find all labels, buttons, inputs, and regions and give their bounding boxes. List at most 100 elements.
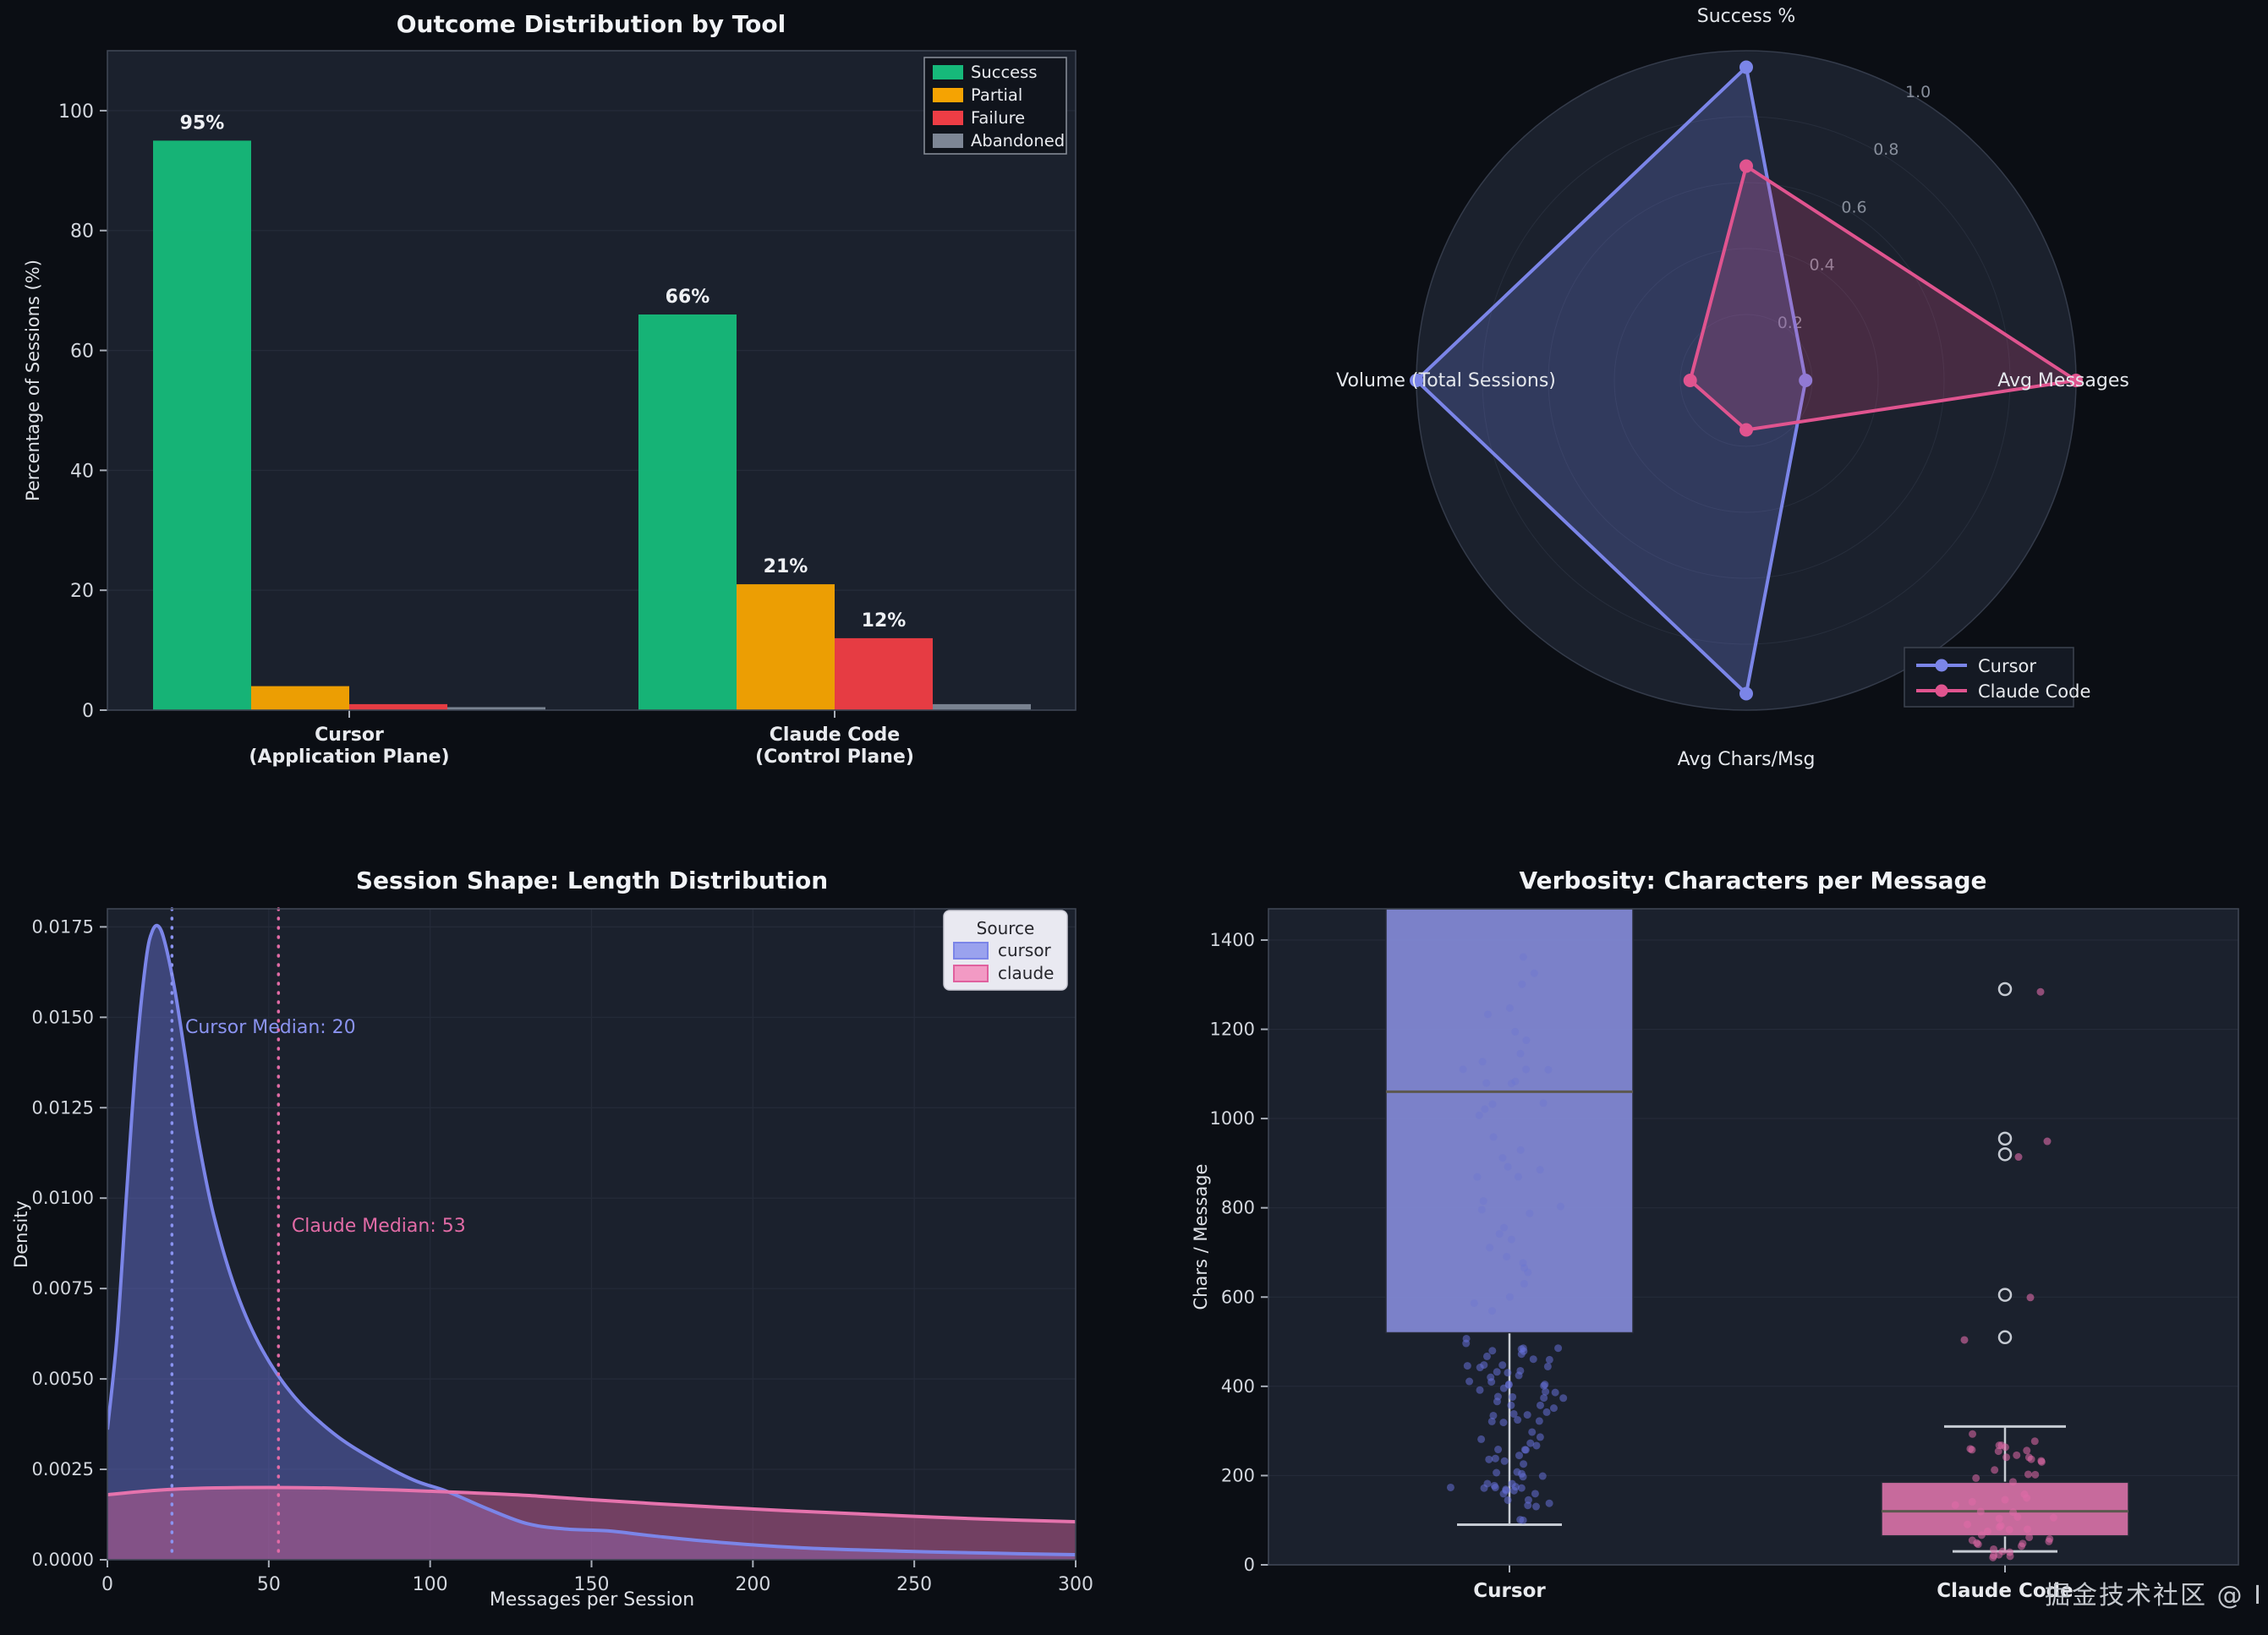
strip-point [1515,1371,1523,1380]
legend-label: Claude Code [1978,681,2090,702]
radar-axis-label: Volume (Total Sessions) [1336,370,1556,391]
strip-point [1500,1457,1509,1465]
strip-point-faint [1507,1235,1515,1244]
strip-point [2027,1455,2035,1463]
strip-point [1990,1545,1998,1553]
strip-point [1551,1388,1559,1397]
strip-point [1972,1474,1980,1482]
strip-point [1485,1455,1493,1463]
strip-point [1493,1468,1501,1477]
q-br-svg: Verbosity: Characters per Message 0 200 400… [1191,867,2239,1602]
bar-partial [251,686,349,710]
strip-point-faint [1478,1058,1487,1066]
plot-frame [1268,908,2239,1566]
strip-point [1995,1514,2003,1523]
chart-title: Verbosity: Characters per Message [1519,867,1986,894]
strip-point [2009,1508,2018,1517]
radar-point [1799,374,1813,387]
radar-point [2069,374,2083,387]
strip-point [2013,1512,2022,1521]
radar-tick-label: 0.8 [1873,140,1898,159]
strip-point [1488,1347,1497,1355]
outlier-circle [1997,1147,2013,1162]
strip-point [1969,1430,1977,1438]
strip-point-faint [1511,1077,1520,1085]
bar-failure [349,703,447,710]
legend-swatch [933,111,963,125]
x-tick-label: 300 [1058,1574,1093,1595]
chart-outcome-distribution: Outcome Distribution by Tool 0 20 40 60 80 100… [0,0,1134,818]
strip-point-faint [1503,1252,1511,1260]
radar-ring [1548,182,1945,579]
strip-point [2049,1513,2057,1522]
strip-point-faint [1516,1049,1525,1058]
watermark: 掘金技术社区 @ I [2045,1581,2263,1610]
strip-point-faint [1479,1197,1487,1206]
strip-point-faint [1522,1036,1531,1045]
strip-point [1493,1392,1502,1401]
strip-point [2036,987,2045,996]
strip-point [1535,1417,1543,1425]
strip-point [1994,1447,2002,1456]
legend-label: Success [971,63,1038,82]
legend-swatch [933,65,963,79]
strip-point [1531,1502,1540,1511]
strip-point [1545,1499,1553,1507]
outlier-circle [1997,1131,2013,1146]
strip-point [2001,1443,2009,1452]
y-tick-label: 400 [1221,1376,1255,1397]
strip-point [1521,1446,1530,1454]
bar-abandoned [933,703,1031,710]
chart-verbosity-box: Verbosity: Characters per Message 0 200 400… [1134,818,2268,1635]
strip-point [1517,1484,1526,1492]
strip-point [1543,1362,1552,1370]
strip-point [1504,1369,1512,1377]
strip-point-faint [1526,1209,1534,1217]
y-axis-label: Percentage of Sessions (%) [23,260,43,501]
strip-point [1542,1387,1550,1396]
radar-point [1739,60,1753,74]
y-tick-label: 0.0125 [32,1097,94,1118]
strip-point [1477,1435,1486,1443]
x-tick-label: 100 [413,1574,448,1595]
strip-point-faint [1475,1111,1483,1119]
strip-point-faint [1524,1268,1532,1277]
strip-point [1519,1516,1527,1524]
strip-point [2013,1451,2021,1459]
y-tick-label: 100 [58,101,94,123]
radar-point [1683,374,1697,387]
strip-point [1995,1441,2003,1450]
strip-point [2002,1453,2011,1462]
strip-point-faint [1514,1173,1522,1181]
x-tick-label: 150 [574,1574,610,1595]
radar-tick-label: 1.0 [1905,83,1931,101]
strip-point [1545,1355,1553,1364]
strip-point-faint [1519,1259,1527,1267]
y-tick-label: 60 [70,342,94,363]
y-tick-label: 0.0025 [32,1459,94,1479]
strip-point-faint [1499,1223,1508,1232]
strip-point-faint [1486,1244,1494,1252]
strip-point-faint [1539,1099,1548,1107]
kde-curves [107,923,1076,1560]
strip-point-faint [1522,1065,1531,1074]
strip-point [1989,1553,1997,1561]
x-tick-label: (Control Plane) [755,746,914,768]
radar-ring [1482,116,2011,645]
strip-point [1517,1469,1526,1478]
strip-point [2019,1539,2027,1548]
y-tick-label: 0 [1244,1555,1255,1575]
strip-point [1515,1452,1523,1460]
strip-point [2026,1293,2035,1302]
box [1881,1481,2129,1537]
x-tick-label: Cursor [1473,1580,1546,1602]
strip-point [1511,1483,1520,1491]
strip-point [2020,1490,2029,1499]
strip-point [1531,1490,1539,1498]
x-tick-label: 200 [735,1574,770,1595]
radar-axis-label: Avg Chars/Msg [1678,749,1816,770]
strip-point [2037,1457,2046,1465]
radar-axis-label: Success % [1697,6,1795,27]
y-tick-label: 0.0075 [32,1278,94,1299]
y-tick-label: 0.0150 [32,1007,94,1027]
